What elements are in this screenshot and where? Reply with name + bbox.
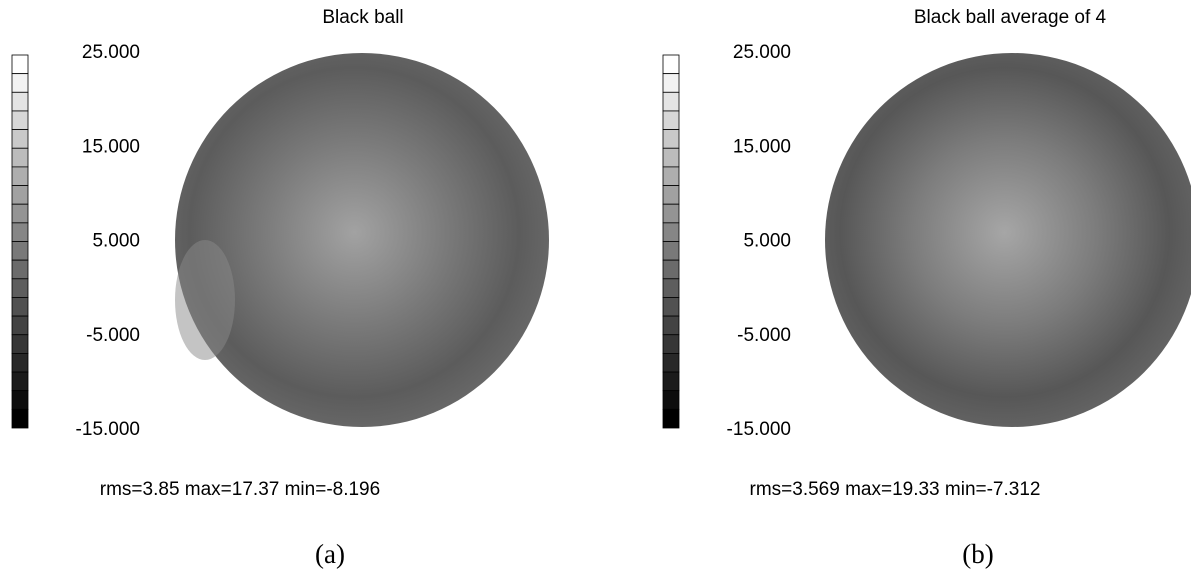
colorbar-cell xyxy=(11,110,29,130)
colorbar-cell xyxy=(11,91,29,112)
colorbar-cell xyxy=(662,203,680,224)
surface-map xyxy=(175,53,549,427)
colorbar-cell xyxy=(662,408,680,429)
panel-a: Black ball rms=3.85 max=17.37 min=-8.196… xyxy=(11,7,549,569)
colorbar-cell xyxy=(662,73,680,93)
colorbar-cell xyxy=(662,91,680,112)
colorbar-label: 25.000 xyxy=(733,42,791,63)
colorbar-cell xyxy=(11,203,29,224)
colorbar-cell xyxy=(11,352,29,373)
colorbar-cell xyxy=(662,371,680,392)
colorbar-cell xyxy=(11,278,29,298)
stats-text: rms=3.569 max=19.33 min=-7.312 xyxy=(750,479,1041,500)
colorbar-label: 5.000 xyxy=(92,231,140,252)
colorbar-label: -5.000 xyxy=(86,325,140,346)
colorbar-cell xyxy=(11,334,29,354)
colorbar-label: 5.000 xyxy=(743,231,791,252)
colorbar-cell xyxy=(11,147,29,168)
colorbar-cell xyxy=(662,110,680,130)
colorbar-cell xyxy=(662,185,680,205)
panel-title: Black ball average of 4 xyxy=(914,7,1107,28)
colorbar-cell xyxy=(662,222,680,242)
colorbar-cell xyxy=(11,390,29,410)
colorbar-cell xyxy=(662,166,680,186)
colorbar-cell xyxy=(11,259,29,280)
caption: (a) xyxy=(315,539,345,569)
colorbar-cell xyxy=(662,334,680,354)
surface-map-shade xyxy=(175,240,235,360)
colorbar-cell xyxy=(662,352,680,373)
colorbar-cell xyxy=(11,129,29,149)
colorbar-label: 25.000 xyxy=(82,42,140,63)
colorbar-cell xyxy=(662,278,680,298)
colorbar-label: -15.000 xyxy=(727,419,791,440)
colorbar-label: 15.000 xyxy=(733,136,791,157)
colorbar-cell xyxy=(662,297,680,317)
colorbar-cell xyxy=(11,408,29,429)
colorbar-cell xyxy=(11,54,29,75)
colorbar-cell xyxy=(662,147,680,168)
colorbar-label: 15.000 xyxy=(82,136,140,157)
colorbar-cell xyxy=(662,315,680,336)
panel-title: Black ball xyxy=(322,7,403,28)
colorbar-cell xyxy=(11,166,29,186)
colorbar-cell xyxy=(11,73,29,93)
colorbar-cell xyxy=(11,371,29,392)
colorbar-cell xyxy=(662,259,680,280)
colorbar-cell xyxy=(662,129,680,149)
colorbar-cell xyxy=(662,390,680,410)
stats-text: rms=3.85 max=17.37 min=-8.196 xyxy=(100,479,380,500)
panel-b: Black ball average of 4 rms=3.569 max=19… xyxy=(662,7,1191,569)
surface-map xyxy=(825,53,1191,427)
colorbar-cell xyxy=(662,54,680,75)
colorbar-label: -15.000 xyxy=(76,419,140,440)
colorbar-label: -5.000 xyxy=(737,325,791,346)
colorbar-cell xyxy=(11,315,29,336)
colorbar-cell xyxy=(11,185,29,205)
colorbar-cell xyxy=(11,222,29,242)
caption: (b) xyxy=(962,539,993,569)
colorbar-cell xyxy=(662,241,680,261)
colorbar-cell xyxy=(11,241,29,261)
colorbar-cell xyxy=(11,297,29,317)
